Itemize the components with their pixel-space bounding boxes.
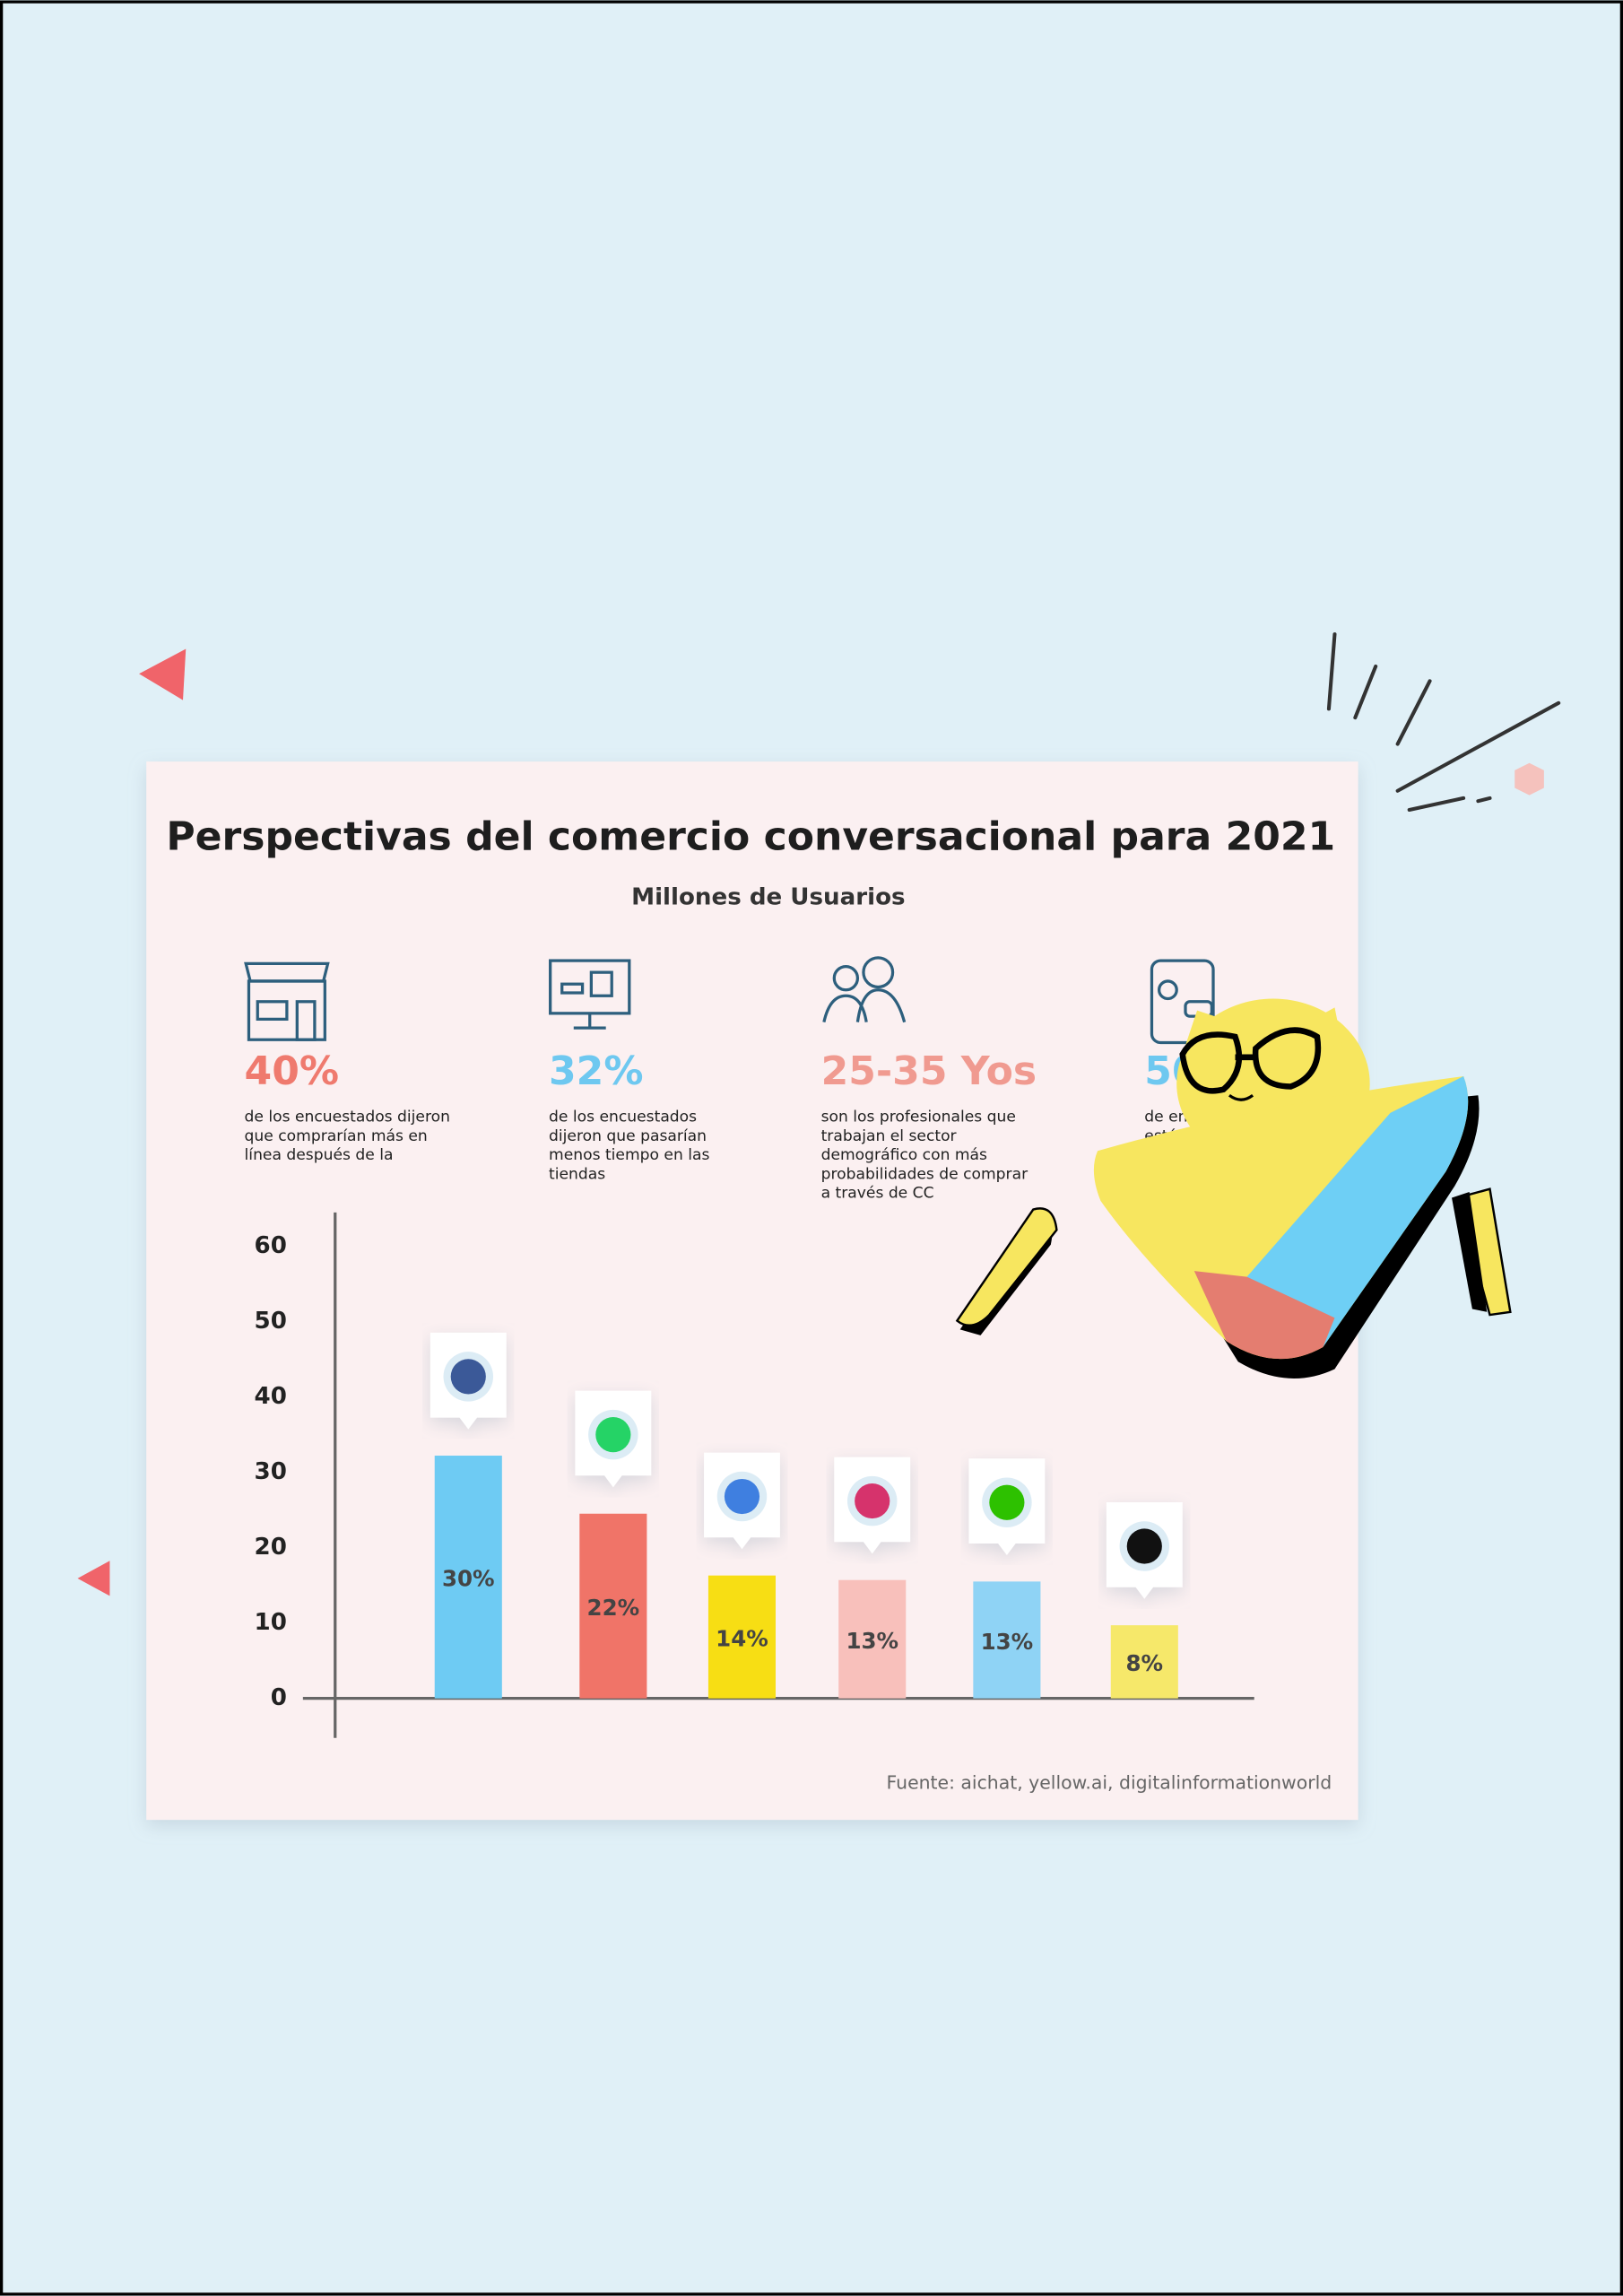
decor-lines bbox=[1326, 632, 1561, 813]
stat-text: que comprarían más en bbox=[245, 1127, 428, 1145]
y-tick-label: 0 bbox=[271, 1684, 287, 1711]
bar bbox=[707, 1575, 777, 1699]
y-tick-label: 30 bbox=[255, 1458, 287, 1485]
bar-label: 13% bbox=[846, 1628, 898, 1654]
source: Fuente: aichat, yellow.ai, digitalinform… bbox=[887, 1771, 1332, 1793]
decor-hexagon bbox=[1515, 762, 1544, 796]
stat-text: de los encuestados bbox=[549, 1109, 697, 1126]
y-tick-label: 40 bbox=[255, 1383, 287, 1410]
platform-icon bbox=[595, 1417, 631, 1453]
stat-value: 32% bbox=[549, 1048, 643, 1094]
y-tick-label: 50 bbox=[255, 1308, 287, 1335]
stat-text: menos tiempo en las bbox=[549, 1146, 709, 1164]
bar bbox=[973, 1581, 1041, 1699]
mascot bbox=[955, 998, 1512, 1378]
stat-value: 40% bbox=[245, 1048, 339, 1094]
chart-subtitle: Millones de Usuarios bbox=[631, 883, 905, 910]
stat-icons bbox=[244, 956, 1215, 1045]
bar-label: 13% bbox=[981, 1629, 1034, 1655]
stat-text: de los encuestados dijeron bbox=[245, 1109, 450, 1126]
stat-text: tiendas bbox=[549, 1165, 605, 1183]
platform-icon bbox=[450, 1359, 486, 1395]
stat-text: demográfico con más bbox=[821, 1146, 987, 1164]
stat-text: trabajan el sector bbox=[821, 1127, 958, 1145]
y-tick-label: 10 bbox=[255, 1609, 287, 1636]
stat-text: a través de CC bbox=[821, 1185, 934, 1203]
bar-label: 14% bbox=[716, 1625, 768, 1651]
y-tick-label: 60 bbox=[255, 1232, 287, 1259]
y-tick-label: 20 bbox=[255, 1534, 287, 1561]
chart-title: Perspectivas del comercio conversacional… bbox=[166, 814, 1335, 860]
bar-chart: 0 10 20 30 40 50 60 30% 22% 14% 13% 13% 8% bbox=[255, 1212, 1254, 1738]
platform-icon bbox=[1126, 1528, 1162, 1564]
decor-triangle bbox=[139, 648, 187, 700]
bar bbox=[838, 1579, 907, 1699]
bar-label: 22% bbox=[587, 1595, 640, 1621]
platform-icon bbox=[989, 1484, 1025, 1520]
stat-text: son los profesionales que bbox=[821, 1109, 1016, 1126]
platform-icon bbox=[724, 1478, 760, 1515]
bar-label: 8% bbox=[1126, 1650, 1164, 1676]
platform-icon bbox=[855, 1483, 890, 1519]
bar bbox=[1110, 1625, 1178, 1699]
stat-value: 25-35 Yos bbox=[821, 1048, 1037, 1094]
stat-text: línea después de la bbox=[245, 1146, 394, 1164]
decor-triangle bbox=[77, 1561, 110, 1596]
bar bbox=[579, 1513, 647, 1699]
bar-label: 30% bbox=[442, 1566, 495, 1592]
stat-text: de en bbox=[1144, 1109, 1187, 1126]
stat-text: dijeron que pasarían bbox=[549, 1127, 707, 1145]
stat-text: probabilidades de comprar bbox=[821, 1165, 1028, 1183]
bar bbox=[434, 1456, 502, 1699]
